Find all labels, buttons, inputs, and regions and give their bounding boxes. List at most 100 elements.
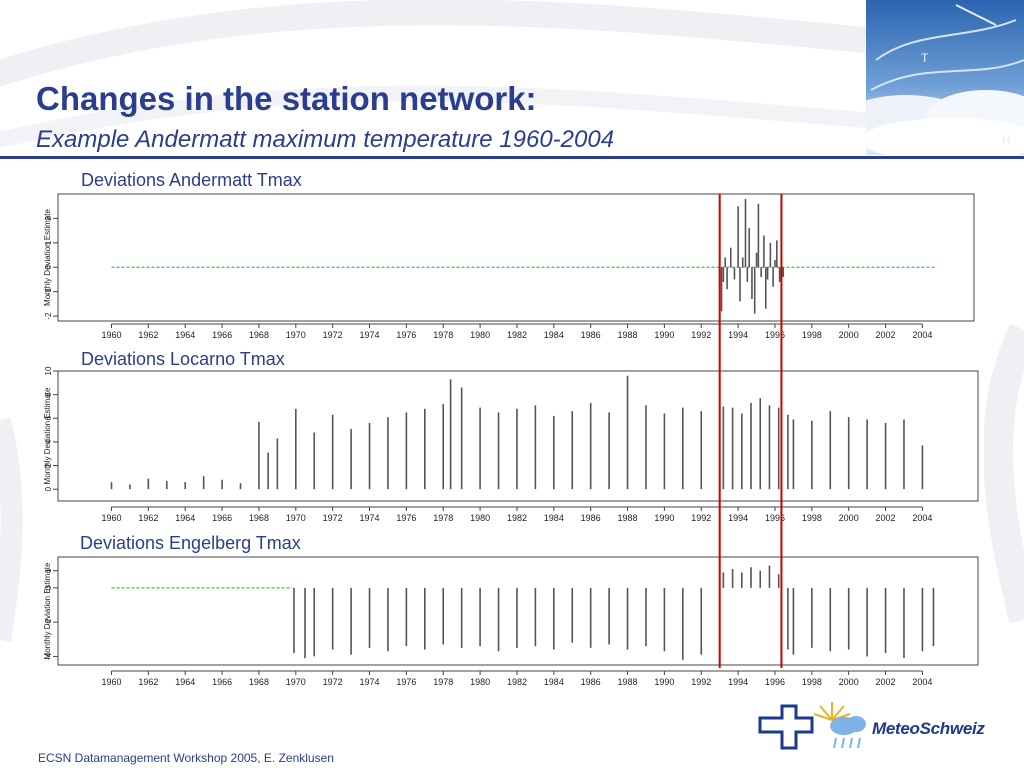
x-tick-label: 2004	[912, 513, 932, 523]
y-tick-label: 1	[44, 568, 53, 573]
y-tick-label: 2	[44, 463, 53, 468]
x-tick-label: 1982	[507, 677, 527, 687]
x-tick-label: 1974	[360, 330, 380, 340]
plot-frame	[57, 556, 979, 666]
x-tick-label: 1988	[618, 677, 638, 687]
chart-title-andermatt: Deviations Andermatt Tmax	[81, 170, 302, 190]
x-tick-label: 2000	[839, 513, 859, 523]
x-tick-label: 1968	[249, 677, 269, 687]
x-tick-label: 1960	[101, 677, 121, 687]
x-tick-label: 1978	[433, 513, 453, 523]
logo-text: MeteoSchweiz	[872, 719, 985, 738]
x-tick-label: 1976	[396, 677, 416, 687]
y-tick-label: 0	[44, 585, 53, 590]
title-rule	[0, 156, 1024, 159]
x-tick-label: 1984	[544, 513, 564, 523]
y-tick-label: 8	[44, 392, 53, 397]
x-tick-label: 1970	[286, 330, 306, 340]
y-tick-label: 1	[44, 240, 53, 245]
x-tick-label: 1976	[396, 330, 416, 340]
chart-panel-andermatt	[38, 190, 984, 348]
x-tick-label: 1962	[138, 330, 158, 340]
x-tick-label: 1964	[175, 330, 195, 340]
x-tick-label: 1998	[802, 330, 822, 340]
x-tick-label: 1986	[581, 513, 601, 523]
x-tick-label: 1984	[544, 330, 564, 340]
x-tick-label: 2002	[876, 513, 896, 523]
y-tick-label: -1	[44, 288, 53, 296]
svg-text:T: T	[921, 51, 929, 65]
y-tick-label: 0	[44, 264, 53, 269]
x-tick-label: 1964	[175, 677, 195, 687]
y-tick-label: -2	[44, 312, 53, 320]
y-tick-label: 0	[44, 486, 53, 491]
svg-text:H: H	[1002, 133, 1011, 147]
y-axis-label: Monthly Deviation Estimate	[43, 387, 52, 484]
x-tick-label: 1996	[765, 513, 785, 523]
chart-panel-locarno	[38, 368, 984, 530]
x-tick-label: 1968	[249, 330, 269, 340]
y-tick-label: -4	[44, 652, 53, 660]
y-tick-label: 6	[44, 415, 53, 420]
x-tick-label: 1990	[654, 677, 674, 687]
x-tick-label: 1996	[765, 330, 785, 340]
x-tick-label: 2000	[839, 677, 859, 687]
x-tick-label: 1966	[212, 677, 232, 687]
x-tick-label: 1962	[138, 513, 158, 523]
x-tick-label: 1980	[470, 677, 490, 687]
x-tick-label: 1968	[249, 513, 269, 523]
x-tick-label: 1972	[323, 677, 343, 687]
x-tick-label: 1998	[802, 677, 822, 687]
x-tick-label: 1962	[138, 677, 158, 687]
x-tick-label: 1994	[728, 513, 748, 523]
x-tick-label: 2004	[912, 330, 932, 340]
x-tick-label: 1972	[323, 513, 343, 523]
y-tick-label: 4	[44, 439, 53, 444]
x-tick-label: 1964	[175, 513, 195, 523]
y-tick-label: 2	[44, 216, 53, 221]
x-tick-label: 1986	[581, 330, 601, 340]
x-tick-label: 1988	[618, 513, 638, 523]
x-tick-label: 1960	[101, 330, 121, 340]
y-tick-label: -2	[44, 618, 53, 626]
x-tick-label: 1984	[544, 677, 564, 687]
x-tick-label: 1992	[691, 677, 711, 687]
x-tick-label: 1992	[691, 513, 711, 523]
x-tick-label: 1966	[212, 513, 232, 523]
x-tick-label: 1978	[433, 677, 453, 687]
x-tick-label: 1978	[433, 330, 453, 340]
footer-text: ECSN Datamanagement Workshop 2005, E. Ze…	[38, 751, 334, 765]
y-axis-label: Monthly Deviation Estimate	[43, 562, 52, 659]
y-tick-label: 10	[44, 366, 53, 375]
x-tick-label: 2000	[839, 330, 859, 340]
x-tick-label: 1980	[470, 513, 490, 523]
slide-title: Changes in the station network:	[36, 80, 537, 117]
x-tick-label: 1990	[654, 513, 674, 523]
x-tick-label: 1998	[802, 513, 822, 523]
x-tick-label: 1974	[360, 677, 380, 687]
x-tick-label: 1960	[101, 513, 121, 523]
x-tick-label: 1994	[728, 677, 748, 687]
slide-subtitle: Example Andermatt maximum temperature 19…	[36, 126, 615, 153]
y-axis-label: Monthly Deviation Estimate	[43, 208, 52, 305]
weather-map-photo: T H	[866, 0, 1024, 155]
x-tick-label: 1980	[470, 330, 490, 340]
x-tick-label: 1974	[360, 513, 380, 523]
chart-title-engelberg: Deviations Engelberg Tmax	[80, 533, 301, 553]
x-tick-label: 1972	[323, 330, 343, 340]
x-tick-label: 1970	[286, 513, 306, 523]
x-tick-label: 1966	[212, 330, 232, 340]
chart-title-locarno: Deviations Locarno Tmax	[81, 349, 285, 369]
x-tick-label: 1994	[728, 330, 748, 340]
meteoschweiz-logo	[752, 698, 1002, 756]
x-tick-label: 1970	[286, 677, 306, 687]
x-tick-label: 1982	[507, 330, 527, 340]
x-tick-label: 1976	[396, 513, 416, 523]
plot-frame	[57, 193, 975, 322]
x-tick-label: 2002	[876, 330, 896, 340]
x-tick-label: 1986	[581, 677, 601, 687]
x-tick-label: 1990	[654, 330, 674, 340]
x-tick-label: 1996	[765, 677, 785, 687]
